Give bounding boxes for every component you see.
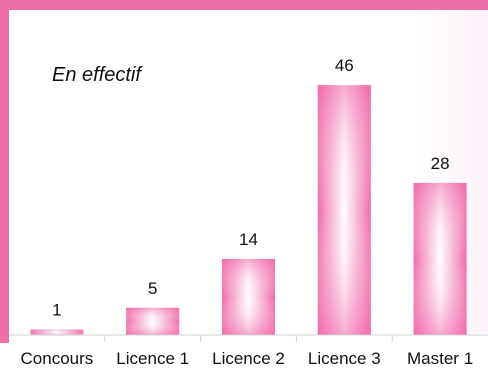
bar-shade-licence-3 <box>317 85 371 335</box>
tick-label-licence-3: Licence 3 <box>308 349 381 368</box>
data-label-licence-2: 14 <box>239 230 258 249</box>
bar-shade-master-1 <box>413 182 467 335</box>
tick-label-licence-2: Licence 2 <box>212 349 285 368</box>
labels-group: 1 Concours 5 Licence 1 14 Licence 2 46 Licence … <box>21 56 474 368</box>
bars-group <box>30 85 467 335</box>
frame-left-border <box>0 0 9 343</box>
x-axis <box>9 334 488 342</box>
bar-shade-licence-1 <box>126 307 180 335</box>
tick-label-concours: Concours <box>21 349 94 368</box>
frame-top-border <box>0 0 488 10</box>
bar-shade-licence-2 <box>222 258 275 335</box>
tick-label-master-1: Master 1 <box>407 349 473 368</box>
data-label-licence-1: 5 <box>148 279 157 298</box>
data-label-licence-3: 46 <box>335 56 354 75</box>
data-label-concours: 1 <box>52 301 61 320</box>
data-label-master-1: 28 <box>431 154 450 173</box>
bar-shade-concours <box>30 329 84 335</box>
tick-label-licence-1: Licence 1 <box>116 349 189 368</box>
chart-subtitle: En effectif <box>52 64 143 86</box>
